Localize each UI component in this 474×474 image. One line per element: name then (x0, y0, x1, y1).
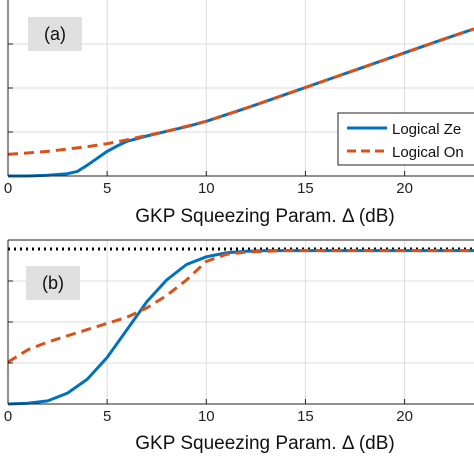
panel-b-x-axis-title: GKP Squeezing Param. Δ (dB) (135, 433, 394, 454)
panel-a-series (7, 27, 474, 178)
x-tick-label: 15 (297, 180, 314, 197)
panel-a-label-box (28, 17, 82, 51)
panel-a-x-axis-title: GKP Squeezing Param. Δ (dB) (135, 206, 394, 227)
x-tick-label: 10 (198, 180, 215, 197)
panel-a-x-ticks: 0 5 10 15 20 (4, 43, 413, 197)
panel-b-x-ticks: 0 5 10 15 20 (4, 280, 413, 425)
legend-label-series-0: Logical Ze (392, 121, 461, 138)
panel-a-label: (a) (44, 24, 66, 44)
panel-b: 0 5 10 15 20 (b) GKP Squeezing Param. Δ (dB) (4, 239, 474, 454)
legend: Logical Ze Logical On (337, 112, 474, 166)
x-tick-label: 0 (4, 180, 12, 197)
x-tick-label: 5 (103, 180, 111, 197)
x-tick-label: 20 (396, 180, 413, 197)
panel-a: 0 5 10 15 20 (a) Logical Ze Logical On GKP S… (4, 0, 474, 227)
x-tick-label: 5 (103, 408, 111, 425)
x-tick-label: 0 (4, 408, 12, 425)
panel-b-label: (b) (42, 273, 64, 293)
series-line-logical-on (7, 249, 474, 364)
panel-b-label-box (26, 266, 80, 300)
x-tick-label: 10 (198, 408, 215, 425)
panel-b-series (7, 249, 474, 406)
x-tick-label: 15 (297, 408, 314, 425)
x-tick-label: 20 (396, 408, 413, 425)
legend-box (337, 112, 474, 166)
panel-b-grid (8, 240, 474, 404)
series-line-logical-on (7, 27, 474, 156)
legend-label-series-1: Logical On (392, 144, 464, 161)
